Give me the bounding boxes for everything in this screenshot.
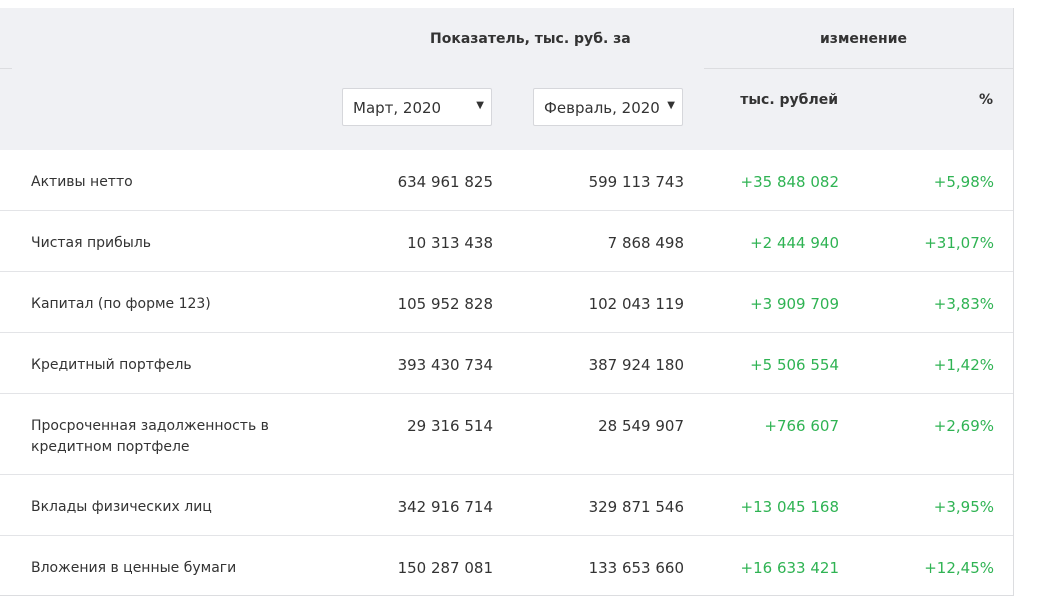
row-change-pct: +1,42% (933, 356, 994, 374)
row-label: Просроченная задолженность в кредитном п… (31, 418, 269, 455)
row-period1-value: 634 961 825 (397, 173, 493, 191)
bank-indicators-table: Показатель, тыс. руб. за изменение Март,… (0, 8, 1014, 596)
table-row: Чистая прибыль 10 313 438 7 868 498 +2 4… (0, 211, 1013, 272)
row-change-pct: +3,83% (933, 295, 994, 313)
row-period2-value: 28 549 907 (598, 417, 684, 435)
row-label: Активы нетто (31, 174, 133, 190)
row-change-pct: +3,95% (933, 498, 994, 516)
table-row: Просроченная задолженность в кредитном п… (0, 394, 1013, 475)
table-row: Капитал (по форме 123) 105 952 828 102 0… (0, 272, 1013, 333)
row-label: Кредитный портфель (31, 357, 192, 373)
row-change-abs: +766 607 (764, 417, 839, 435)
table-body: Активы нетто 634 961 825 599 113 743 +35… (0, 150, 1013, 597)
row-change-pct: +5,98% (933, 173, 994, 191)
row-label: Вложения в ценные бумаги (31, 560, 237, 576)
row-label: Чистая прибыль (31, 235, 152, 251)
header-divider-right (704, 68, 1013, 69)
row-period2-value: 329 871 546 (588, 498, 684, 516)
row-change-abs: +5 506 554 (750, 356, 839, 374)
chevron-down-icon: ▼ (667, 100, 675, 111)
row-change-pct: +2,69% (933, 417, 994, 435)
row-period2-value: 102 043 119 (588, 295, 684, 313)
row-period1-value: 10 313 438 (407, 234, 493, 252)
table-row: Вклады физических лиц 342 916 714 329 87… (0, 475, 1013, 536)
row-period1-value: 393 430 734 (397, 356, 493, 374)
table-header: Показатель, тыс. руб. за изменение Март,… (0, 8, 1013, 150)
row-change-pct: +31,07% (924, 234, 994, 252)
row-period2-value: 133 653 660 (588, 559, 684, 577)
row-change-abs: +35 848 082 (740, 173, 839, 191)
row-change-abs: +13 045 168 (740, 498, 839, 516)
table-row: Вложения в ценные бумаги 150 287 081 133… (0, 536, 1013, 597)
row-label: Капитал (по форме 123) (31, 296, 211, 312)
row-period1-value: 342 916 714 (397, 498, 493, 516)
change-pct-header: % (978, 92, 993, 108)
table-row: Кредитный портфель 393 430 734 387 924 1… (0, 333, 1013, 394)
period2-select-value: Февраль, 2020 (544, 99, 660, 117)
chevron-down-icon: ▼ (476, 100, 484, 111)
row-period1-value: 105 952 828 (397, 295, 493, 313)
period2-select[interactable]: Февраль, 2020 ▼ (533, 88, 683, 126)
row-label: Вклады физических лиц (31, 499, 212, 515)
change-header-title: изменение (820, 31, 908, 47)
row-change-pct: +12,45% (924, 559, 994, 577)
row-period1-value: 150 287 081 (397, 559, 493, 577)
row-change-abs: +3 909 709 (750, 295, 839, 313)
period1-select-value: Март, 2020 (353, 99, 442, 117)
row-change-abs: +2 444 940 (750, 234, 839, 252)
change-abs-header: тыс. рублей (740, 92, 838, 108)
row-period2-value: 387 924 180 (588, 356, 684, 374)
table-row: Активы нетто 634 961 825 599 113 743 +35… (0, 150, 1013, 211)
row-period2-value: 599 113 743 (588, 173, 684, 191)
row-period2-value: 7 868 498 (607, 234, 684, 252)
row-period1-value: 29 316 514 (407, 417, 493, 435)
indicator-header-title: Показатель, тыс. руб. за (430, 31, 631, 47)
period1-select[interactable]: Март, 2020 ▼ (342, 88, 492, 126)
row-change-abs: +16 633 421 (740, 559, 839, 577)
header-divider-left (0, 68, 12, 69)
